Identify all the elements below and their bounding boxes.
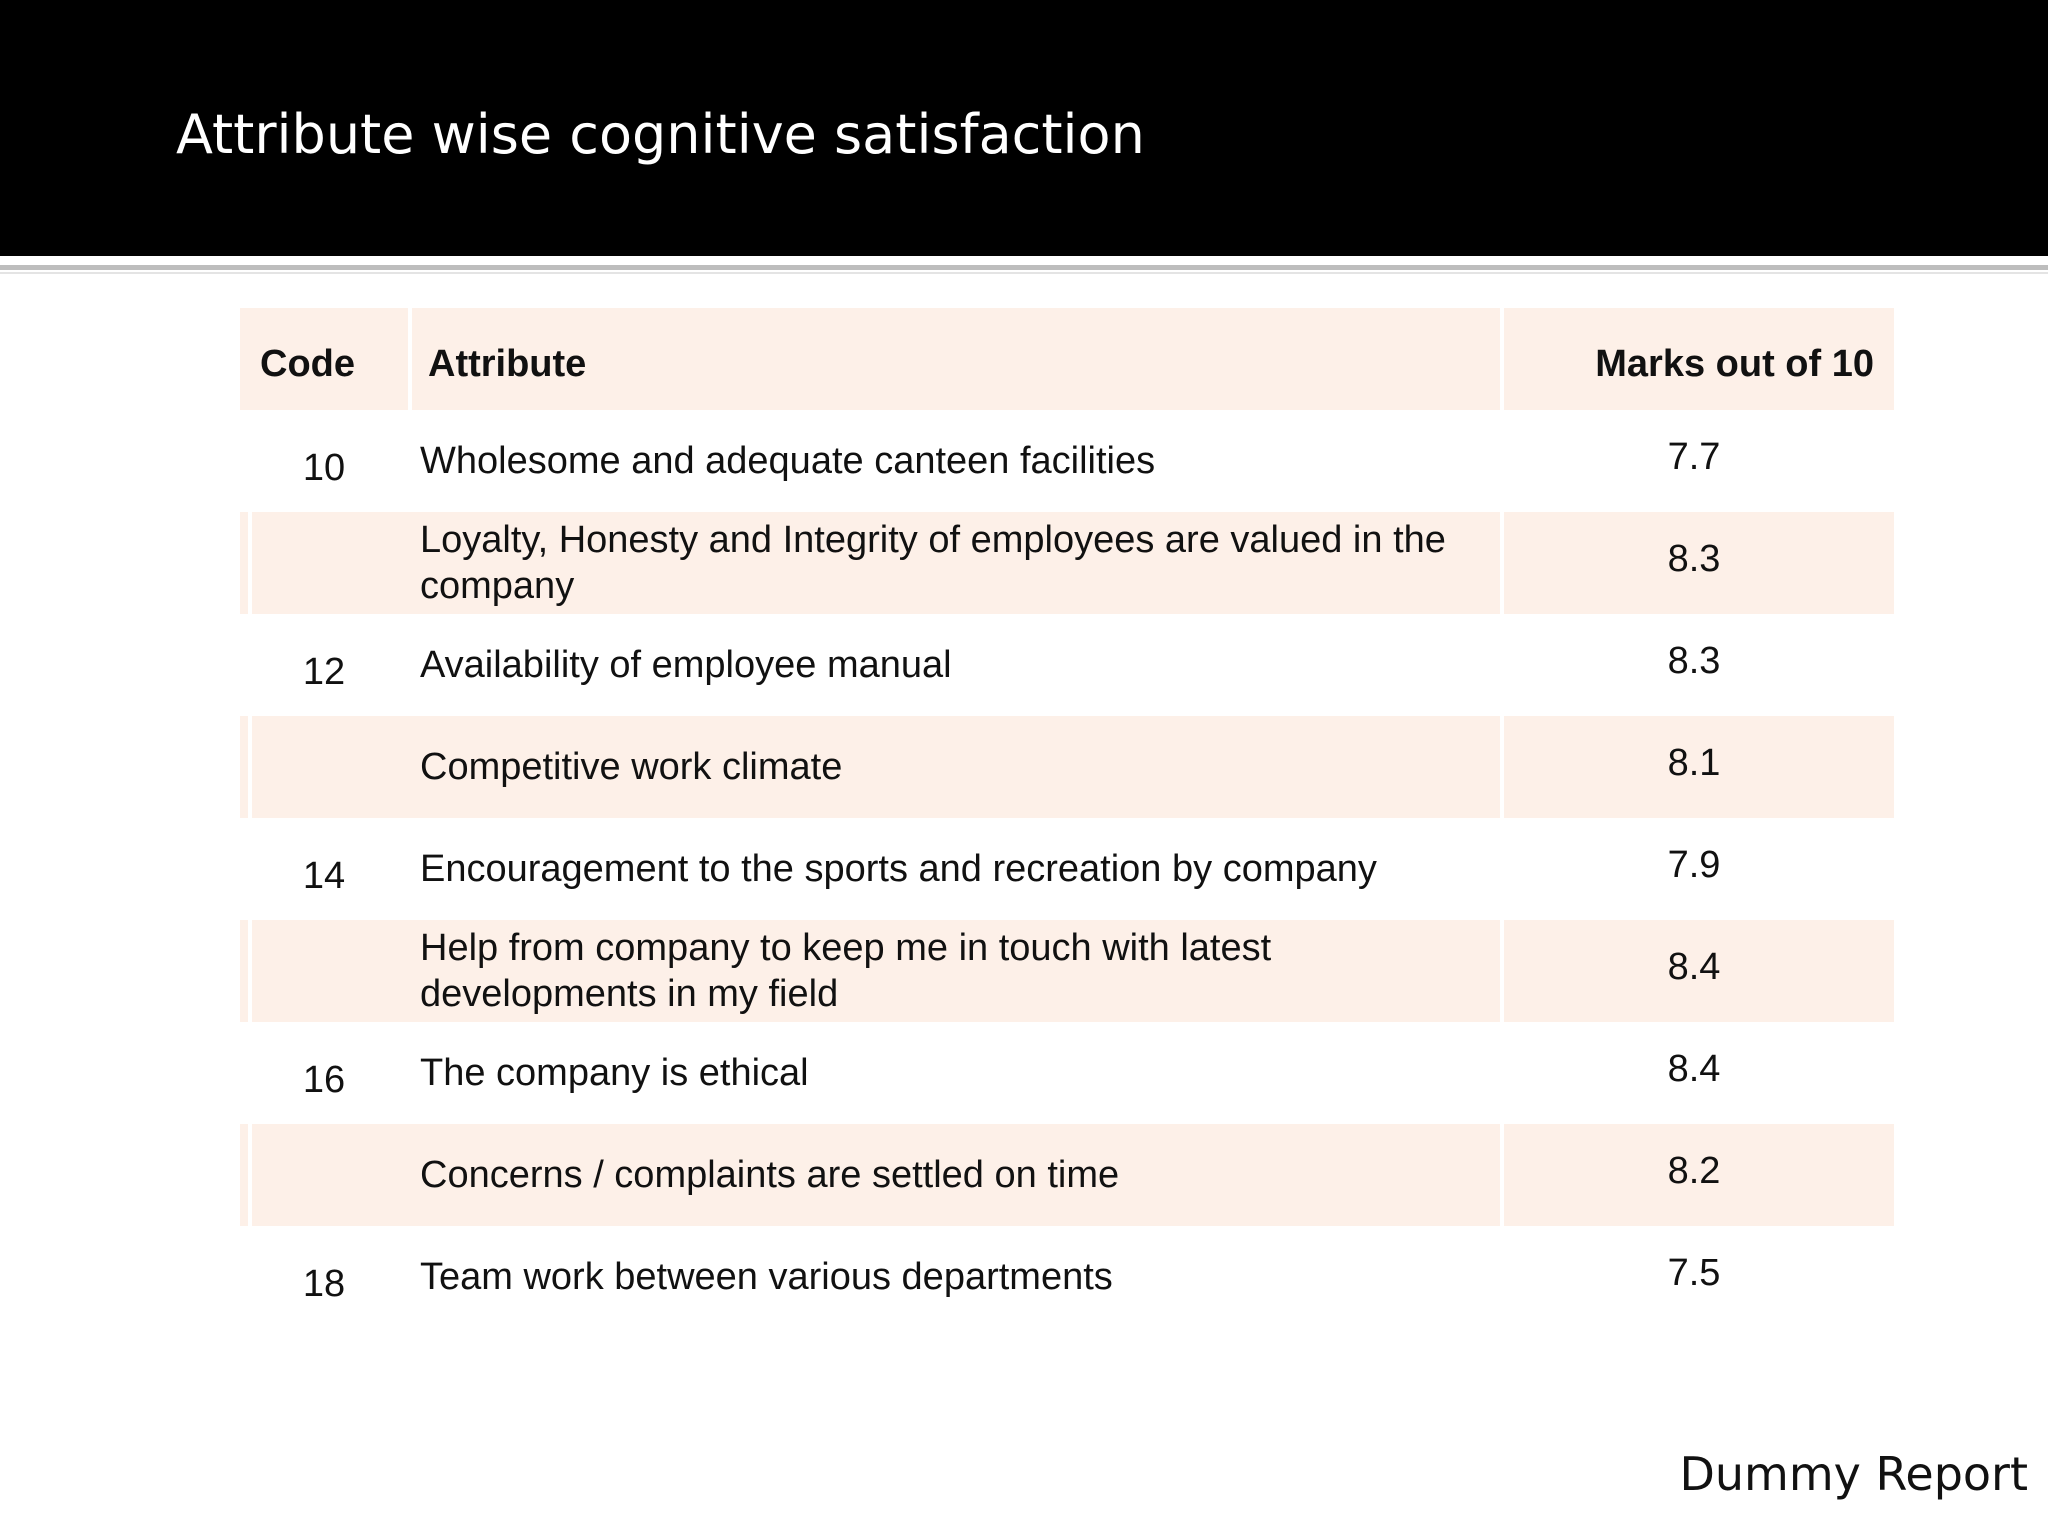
row-attribute: Encouragement to the sports and recreati…	[420, 848, 1377, 890]
row-marks: 8.3	[1667, 640, 1721, 682]
row-marks: 8.1	[1500, 716, 1894, 818]
row-marks: 8.3	[1500, 512, 1894, 614]
row-attribute: Loyalty, Honesty and Integrity of employ…	[248, 512, 1500, 614]
row-code: 16	[302, 1059, 346, 1101]
row-attribute: Team work between various departments	[420, 1256, 1113, 1298]
row-attribute: The company is ethical	[420, 1052, 809, 1094]
table-row: 14 Encouragement to the sports and recre…	[240, 818, 1894, 920]
row-attribute: Wholesome and adequate canteen facilitie…	[420, 440, 1156, 482]
table-header-row: Code Attribute Marks out of 10	[240, 308, 1894, 410]
attribute-table: Code Attribute Marks out of 10 10 Wholes…	[240, 308, 1894, 1328]
row-marks: 7.5	[1667, 1252, 1721, 1294]
table-row: 18 Team work between various departments…	[240, 1226, 1894, 1328]
row-code: 10	[302, 447, 346, 489]
table-row: 16 The company is ethical 8.4	[240, 1022, 1894, 1124]
row-code: 14	[302, 855, 346, 897]
table-row: 11 Loyalty, Honesty and Integrity of emp…	[240, 512, 1894, 614]
row-attribute: Help from company to keep me in touch wi…	[248, 920, 1500, 1022]
title-bar: Attribute wise cognitive satisfaction	[0, 0, 2048, 256]
row-attribute: Availability of employee manual	[420, 644, 952, 686]
row-code: 18	[302, 1263, 346, 1305]
row-marks: 8.2	[1500, 1124, 1894, 1226]
header-code: Code	[240, 308, 408, 410]
header-marks: Marks out of 10	[1500, 308, 1894, 410]
table-row: 10 Wholesome and adequate canteen facili…	[240, 410, 1894, 512]
title-divider	[0, 265, 2048, 270]
row-marks: 8.4	[1667, 1048, 1721, 1090]
table-row: 13 Competitive work climate 8.1	[240, 716, 1894, 818]
row-marks: 8.4	[1500, 920, 1894, 1022]
slide-title: Attribute wise cognitive satisfaction	[176, 103, 1145, 166]
row-attribute: Competitive work climate	[248, 716, 1500, 818]
table-row: 17 Concerns / complaints are settled on …	[240, 1124, 1894, 1226]
header-attribute: Attribute	[408, 308, 1500, 410]
row-attribute: Concerns / complaints are settled on tim…	[248, 1124, 1500, 1226]
row-marks: 7.9	[1667, 844, 1721, 886]
row-marks: 7.7	[1667, 436, 1721, 478]
table-row: 12 Availability of employee manual 8.3	[240, 614, 1894, 716]
title-divider-shadow	[0, 272, 2048, 274]
table-row: 15 Help from company to keep me in touch…	[240, 920, 1894, 1022]
footer-label: Dummy Report	[1679, 1447, 2028, 1501]
row-code: 12	[302, 651, 346, 693]
